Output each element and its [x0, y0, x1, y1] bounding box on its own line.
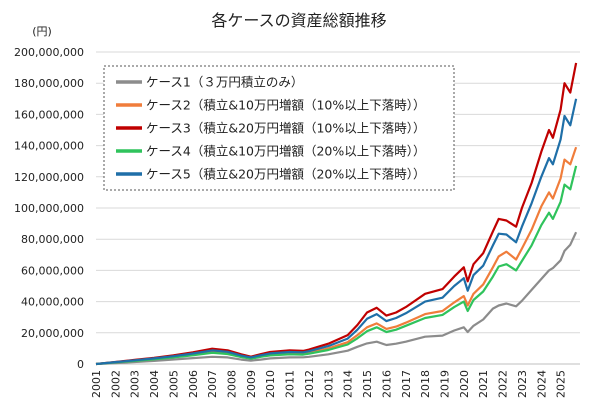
series-lines — [95, 62, 578, 366]
x-tick-label: 2003 — [129, 370, 142, 398]
x-tick-label: 2008 — [226, 370, 239, 398]
x-tick-label: 2025 — [555, 370, 568, 398]
x-tick-label: 2022 — [497, 370, 510, 398]
x-tick-label: 2016 — [380, 370, 393, 398]
y-tick-label: 80,000,000 — [21, 233, 84, 246]
x-axis-ticks: 2001 2002 2003 2004 2005 2006 2007 2008 2009 2010… — [90, 370, 568, 398]
series-line-3 — [95, 62, 578, 366]
x-tick-label: 2004 — [148, 370, 161, 398]
y-tick-label: 20,000,000 — [21, 327, 84, 340]
x-tick-label: 2014 — [342, 370, 355, 398]
series-line-1 — [95, 231, 578, 366]
legend-entry-4: ケース4（積立&10万円増額（20%以上下落時）） — [146, 144, 426, 159]
y-tick-label: 40,000,000 — [21, 296, 84, 309]
y-tick-label: 60,000,000 — [21, 264, 84, 277]
x-tick-label: 2015 — [361, 370, 374, 398]
x-tick-label: 2006 — [187, 370, 200, 398]
x-tick-label: 2023 — [516, 370, 529, 398]
x-tick-label: 2009 — [245, 370, 258, 398]
legend-entry-5: ケース5（積立&20万円増額（20%以上下落時）） — [146, 167, 426, 182]
x-tick-label: 2024 — [535, 370, 548, 398]
y-tick-label: 200,000,000 — [14, 46, 84, 59]
chart-title: 各ケースの資産総額推移 — [211, 11, 386, 30]
legend-box — [103, 65, 455, 191]
y-tick-label: 180,000,000 — [14, 77, 84, 90]
x-tick-label: 2010 — [264, 370, 277, 398]
y-tick-label: 100,000,000 — [14, 202, 84, 215]
series-line-5 — [95, 98, 578, 366]
x-tick-label: 2012 — [303, 370, 316, 398]
x-tick-label: 2001 — [90, 370, 103, 398]
x-tick-label: 2002 — [109, 370, 122, 398]
legend: ケース1（３万円積立のみ） ケース2（積立&10万円増額（10%以上下落時）） ケー… — [103, 65, 455, 191]
x-tick-label: 2018 — [419, 370, 432, 398]
x-tick-label: 2005 — [167, 370, 180, 398]
legend-entry-3: ケース3（積立&20万円増額（10%以上下落時）） — [146, 121, 426, 136]
y-axis-ticks: 0 20,000,000 40,000,000 60,000,000 80,000,00… — [14, 46, 84, 371]
x-tick-label: 2011 — [284, 370, 297, 398]
y-axis-unit: (円) — [32, 25, 52, 38]
legend-entry-2: ケース2（積立&10万円増額（10%以上下落時）） — [146, 98, 426, 113]
y-tick-label: 160,000,000 — [14, 108, 84, 121]
y-tick-label: 140,000,000 — [14, 140, 84, 153]
y-tick-label: 120,000,000 — [14, 171, 84, 184]
y-tick-label: 0 — [77, 358, 84, 371]
x-tick-label: 2020 — [458, 370, 471, 398]
series-line-4 — [95, 165, 578, 366]
legend-entry-1: ケース1（３万円積立のみ） — [146, 75, 303, 90]
x-tick-label: 2021 — [477, 370, 490, 398]
x-tick-label: 2013 — [322, 370, 335, 398]
x-tick-label: 2019 — [438, 370, 451, 398]
x-tick-label: 2007 — [206, 370, 219, 398]
x-tick-label: 2017 — [400, 370, 413, 398]
